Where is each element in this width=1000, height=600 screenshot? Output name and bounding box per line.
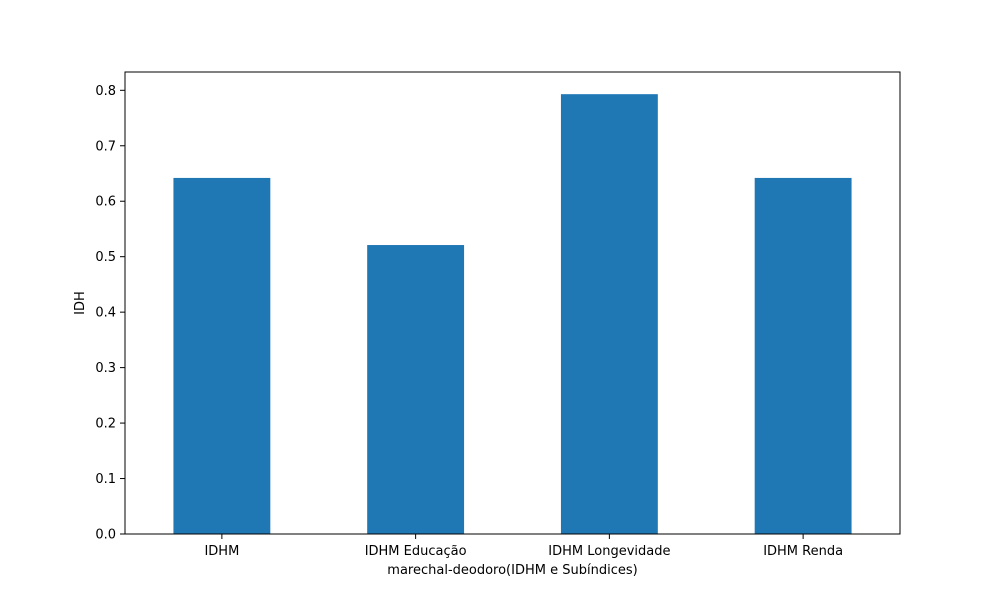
x-axis-label: marechal-deodoro(IDHM e Subíndices) [387,563,637,578]
x-tick-label: IDHM Longevidade [548,544,670,559]
bar-1 [173,177,271,534]
y-tick-label: 0.3 [95,361,116,376]
bar-4 [754,177,852,534]
bar-3 [560,94,658,535]
y-tick-label: 0.6 [95,195,116,210]
y-axis-label: IDH [73,291,88,315]
y-tick-label: 0.0 [95,528,116,543]
y-tick-label: 0.1 [95,472,116,487]
bar-2 [367,245,465,535]
plot-frame [124,71,901,535]
y-tick-label: 0.5 [95,250,116,265]
x-axis: IDHM IDHM Educação IDHM Longevidade IDHM Re… [204,534,843,559]
y-tick-label: 0.2 [95,417,116,432]
x-tick-label: IDHM Educação [365,544,467,559]
bars-group [173,94,852,535]
y-axis: 0.0 0.1 0.2 0.3 0.4 0.5 0.6 0.7 0.8 [95,84,125,543]
y-tick-label: 0.4 [95,306,116,321]
x-tick-label: IDHM [204,544,239,559]
x-tick-label: IDHM Renda [763,544,843,559]
y-tick-label: 0.7 [95,139,116,154]
y-tick-label: 0.8 [95,84,116,99]
